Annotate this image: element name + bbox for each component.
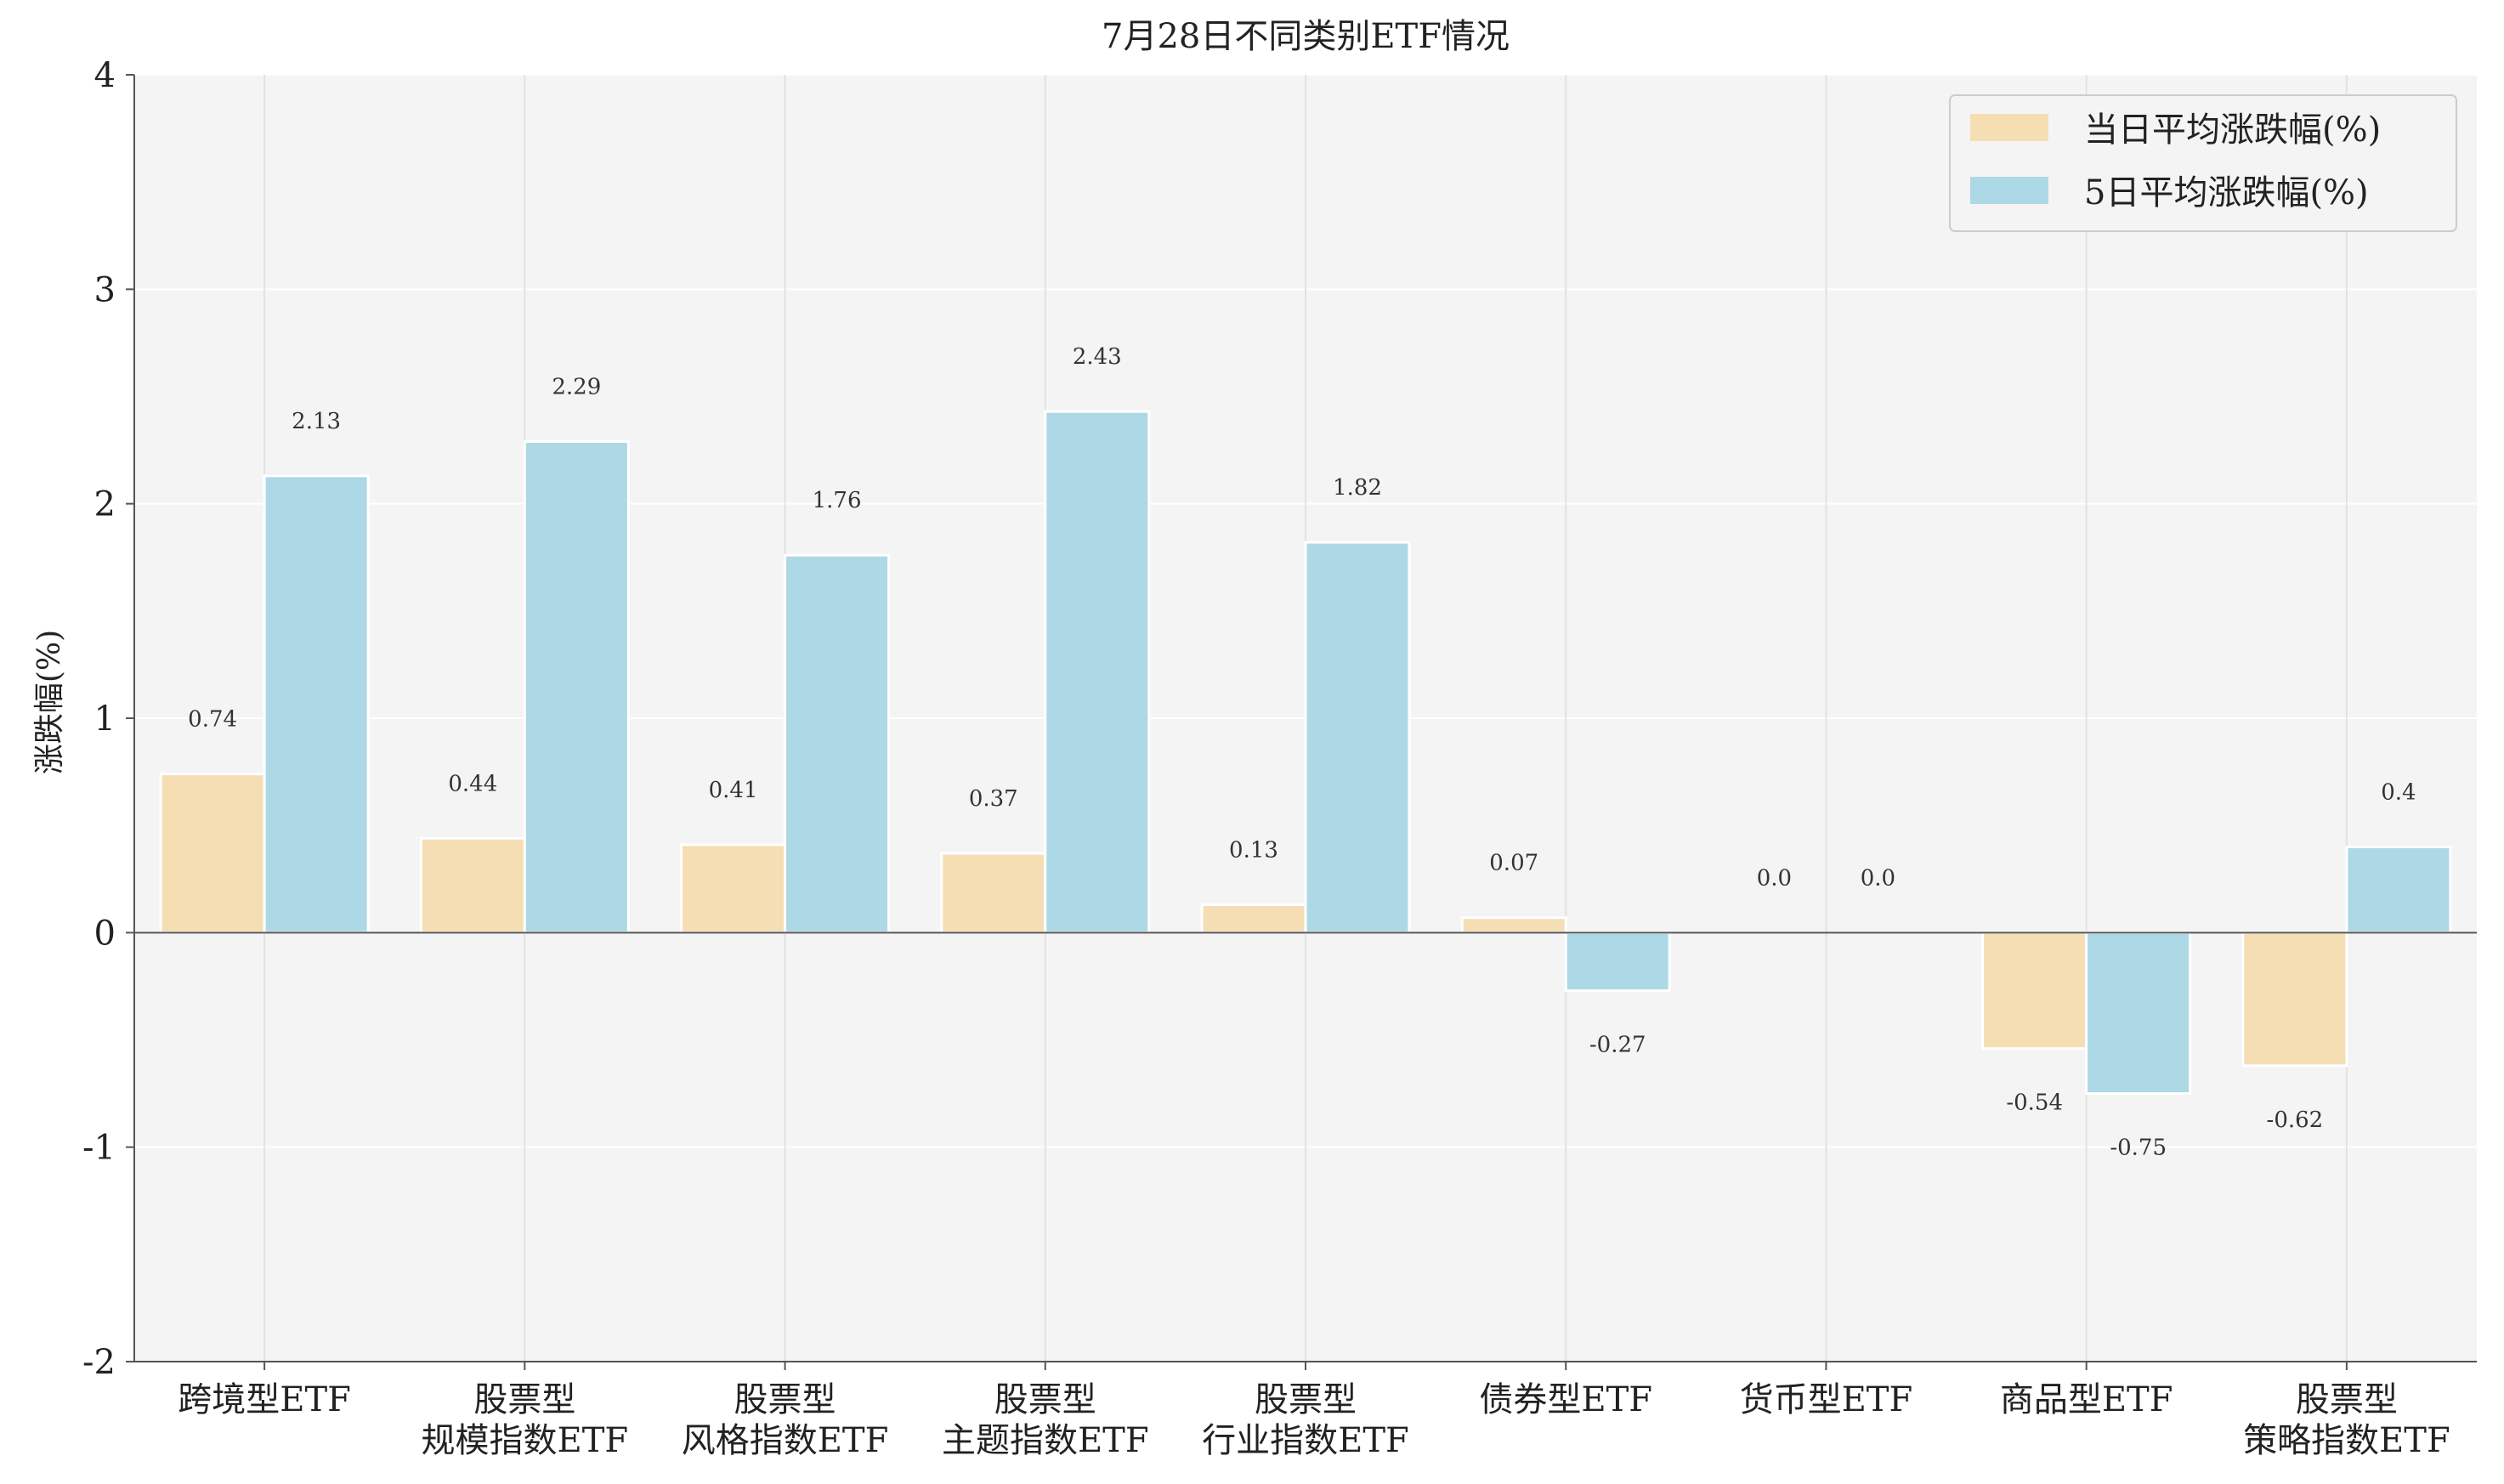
y-tick-label: 2 (94, 485, 116, 524)
bar-daily (159, 773, 266, 934)
y-axis-label: 涨跌幅(%) (32, 630, 67, 774)
x-tick-label: 主题指数ETF (942, 1421, 1149, 1460)
legend-swatch-5day (1970, 177, 2048, 204)
x-tick-label: 规模指数ETF (422, 1421, 629, 1460)
y-ticks: -2 -1 0 1 2 3 4 (82, 56, 134, 1382)
x-tick-label: 货币型ETF (1740, 1380, 1913, 1419)
y-tick-label: 0 (94, 914, 116, 953)
y-tick-label: 4 (94, 56, 116, 95)
bar-daily (1200, 903, 1307, 934)
bar-daily (419, 836, 526, 934)
data-label: 0.41 (709, 778, 758, 803)
bar-daily (1460, 916, 1567, 934)
bar-daily (940, 852, 1047, 934)
data-label: -0.62 (2267, 1107, 2324, 1133)
bar-5day (2345, 845, 2452, 934)
data-label: 2.29 (552, 374, 601, 399)
data-labels: 0.74 2.13 0.44 2.29 0.41 1.76 0.37 2.43 0.13 1.82… (188, 344, 2416, 1160)
bar-5day (1304, 541, 1411, 934)
legend-label-daily: 当日平均涨跌幅(%) (2084, 110, 2381, 150)
data-label: -0.54 (2006, 1090, 2063, 1116)
bar-5day (2085, 931, 2192, 1096)
x-tick-label: 股票型 (734, 1380, 836, 1419)
x-tick-label: 股票型 (2296, 1380, 2398, 1419)
y-tick-label: -1 (82, 1129, 116, 1168)
x-ticks: 跨境型ETF 股票型规模指数ETF股票型风格指数ETF股票型主题指数ETF股票型行… (178, 1362, 2450, 1460)
data-label: 0.4 (2381, 779, 2416, 805)
bar-daily (1981, 931, 2088, 1051)
x-tick-label: 策略指数ETF (2243, 1421, 2450, 1460)
y-tick-label: -2 (82, 1343, 116, 1382)
data-label: 0.37 (969, 786, 1018, 812)
y-tick-label: 3 (94, 270, 116, 309)
y-tick-label: 1 (94, 700, 116, 739)
data-label: 2.13 (292, 409, 341, 434)
bar-5day (263, 474, 370, 934)
bar-5day (1564, 931, 1671, 992)
bar-5day (1044, 410, 1151, 934)
legend-box (1949, 94, 2457, 232)
bars (159, 410, 2452, 1096)
bar-5day (784, 553, 891, 934)
data-label: 0.0 (1861, 865, 1895, 891)
data-label: -0.75 (2110, 1136, 2167, 1161)
data-label: 2.43 (1073, 344, 1122, 370)
x-tick-label: 跨境型ETF (178, 1380, 351, 1419)
data-label: 1.82 (1333, 475, 1382, 501)
data-label: 1.76 (813, 488, 862, 513)
x-tick-label: 商品型ETF (2000, 1380, 2173, 1419)
legend-label-5day: 5日平均涨跌幅(%) (2084, 173, 2369, 212)
data-label: 0.0 (1757, 865, 1792, 891)
legend: 当日平均涨跌幅(%) 5日平均涨跌幅(%) (1949, 94, 2457, 232)
x-tick-label: 股票型 (994, 1380, 1096, 1419)
data-label: 0.13 (1229, 838, 1278, 864)
data-label: -0.27 (1589, 1032, 1646, 1057)
data-label: 0.07 (1489, 851, 1538, 876)
bar-daily (680, 843, 787, 934)
chart-title: 7月28日不同类别ETF情况 (1102, 17, 1510, 56)
x-tick-label: 风格指数ETF (682, 1421, 889, 1460)
data-label: 0.44 (448, 771, 497, 796)
x-tick-label: 股票型 (1255, 1380, 1357, 1419)
bar-5day (523, 439, 630, 934)
bar-daily (2241, 931, 2348, 1068)
x-tick-label: 股票型 (473, 1380, 575, 1419)
x-tick-label: 债券型ETF (1479, 1380, 1652, 1419)
data-label: 0.74 (188, 707, 237, 733)
legend-swatch-daily (1970, 114, 2048, 141)
x-tick-label: 行业指数ETF (1202, 1421, 1409, 1460)
